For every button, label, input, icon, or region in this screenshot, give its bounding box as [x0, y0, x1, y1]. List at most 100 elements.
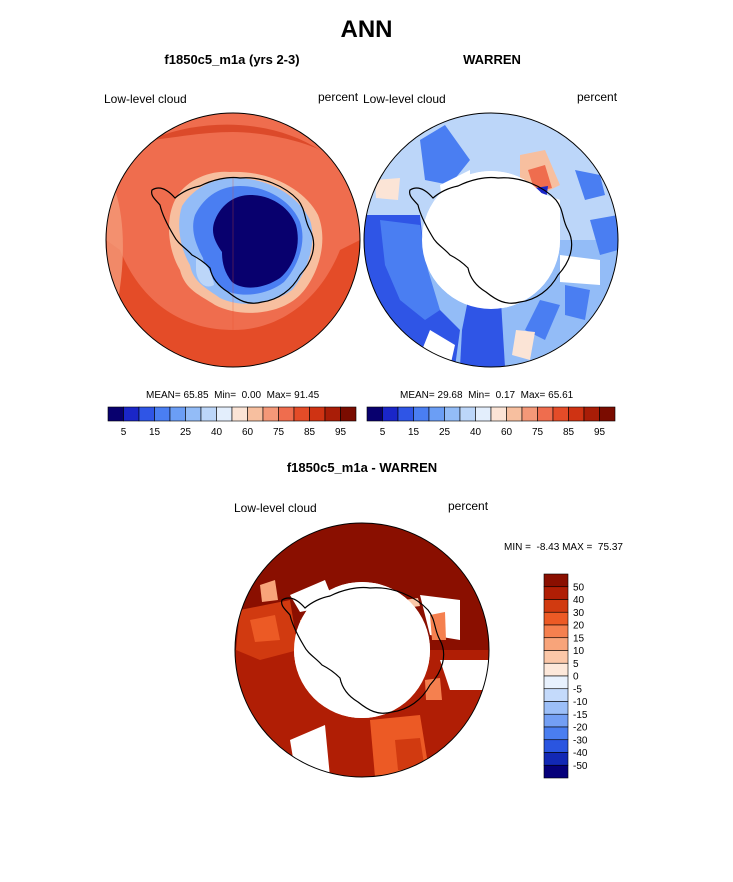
panel2-colorbar-tick-label: 25: [439, 427, 451, 438]
panel2-stats: MEAN= 29.68 Min= 0.17 Max= 65.61: [400, 390, 574, 401]
panel1-colorbar-tick-label: 60: [242, 427, 254, 438]
panel3-colorbar-box: [543, 637, 569, 651]
panel3-antarctica-coastline: [281, 586, 445, 714]
panel3-colorbar-tick-label: -15: [573, 710, 588, 721]
panel2-colorbar-box: [366, 406, 383, 422]
panel2-colorbar-box: [583, 406, 600, 422]
panel2-colorbar-tick-label: 40: [470, 427, 482, 438]
panel3-colorbar-tick-label: 20: [573, 621, 585, 632]
panel2-map-border: [363, 112, 619, 368]
panel2-colorbar-box: [568, 406, 585, 422]
panel2-colorbar-box: [444, 406, 461, 422]
panel1-colorbar-box: [185, 406, 202, 422]
panel3-colorbar-tick-label: 10: [573, 646, 585, 657]
panel2-colorbar-box: [382, 406, 399, 422]
panel2-colorbar-box: [475, 406, 492, 422]
panel2-colorbar-tick-label: 85: [563, 427, 575, 438]
panel1-colorbar-box: [107, 406, 124, 422]
panel3-map-border: [234, 522, 490, 778]
panel1-title: f1850c5_m1a (yrs 2-3): [164, 52, 300, 67]
panel2-map: [364, 113, 618, 367]
panel1-colorbar-box: [309, 406, 326, 422]
panel3-colorbar-tick-label: 5: [573, 659, 579, 670]
panel3-colorbar-tick-label: 50: [573, 582, 585, 593]
panel1-outer-band: [106, 240, 360, 367]
panel1-stats: MEAN= 65.85 Min= 0.00 Max= 91.45: [146, 390, 320, 401]
panel1-colorbar-box: [123, 406, 140, 422]
panel3-left-label: Low-level cloud: [234, 501, 317, 515]
panel3-colorbar-box: [543, 573, 569, 588]
panel3-colorbar-box: [543, 764, 569, 779]
panel3-colorbar-box: [543, 675, 569, 690]
panel2-colorbar-tick-label: 15: [408, 427, 420, 438]
panel2-colorbar-tick-label: 60: [501, 427, 513, 438]
panel3-stats: MIN = -8.43 MAX = 75.37: [504, 542, 623, 553]
panel3-colorbar-box: [543, 752, 569, 766]
panel1-colorbar-tick-label: 95: [335, 427, 347, 438]
panel1-colorbar-box: [138, 406, 155, 422]
panel2-title: WARREN: [463, 52, 521, 67]
panel1-colorbar-tick-label: 40: [211, 427, 223, 438]
panel1-colorbar-box: [278, 406, 295, 422]
panel2-colorbar-tick-label: 95: [594, 427, 606, 438]
panel3-colorbar-tick-label: 30: [573, 608, 585, 619]
panel3-colorbar-box: [543, 701, 569, 715]
panel1-colorbar-box: [200, 406, 217, 422]
panel1-map: [106, 113, 360, 367]
panel3-colorbar-tick-label: -5: [573, 684, 582, 695]
panel3-colorbar-box: [543, 624, 569, 639]
panel3-colorbar-tick-label: -10: [573, 697, 588, 708]
panel3-colorbar-box: [543, 586, 569, 600]
panel1-colorbar-tick-label: 5: [121, 427, 127, 438]
panel1-colorbar-box: [340, 406, 357, 422]
panel1-colorbar-box: [231, 406, 248, 422]
panel3-colorbar-box: [543, 688, 569, 702]
panel3-colorbar-tick-label: -40: [573, 748, 588, 759]
panel1-map-border: [105, 112, 361, 368]
panel1-left-label: Low-level cloud: [104, 92, 187, 106]
panel2-colorbar-box: [537, 406, 554, 422]
panel3-colorbar-tick-label: -30: [573, 735, 588, 746]
panel1-colorbar-box: [324, 406, 341, 422]
panel2-colorbar-box: [506, 406, 523, 422]
panel3-colorbar-tick-label: 0: [573, 672, 579, 683]
panel1-colorbar-tick-label: 75: [273, 427, 285, 438]
panel3-north-ring: [235, 523, 489, 650]
panel3-colorbar-tick-label: -20: [573, 723, 588, 734]
panel2-colorbar-box: [521, 406, 538, 422]
panel1-antarctic-low: [212, 195, 298, 288]
panel2-colorbar-tick-label: 75: [532, 427, 544, 438]
panel3-colorbar-tick-label: 15: [573, 633, 585, 644]
panel3-map: [235, 523, 489, 777]
panel2-right-label: percent: [577, 90, 618, 104]
panel3-colorbar-box: [543, 726, 569, 741]
panel2-colorbar-box: [552, 406, 569, 422]
panel1-colorbar-tick-label: 15: [149, 427, 161, 438]
panel2-colorbar-box: [428, 406, 445, 422]
panel1-colorbar-box: [154, 406, 171, 422]
panel3-colorbar-tick-label: 40: [573, 595, 585, 606]
panel3-colorbar-box: [543, 662, 569, 677]
panel2-colorbar-box: [397, 406, 414, 422]
panel1-right-label: percent: [318, 90, 359, 104]
panel1-colorbar-box: [293, 406, 310, 422]
panel2-colorbar: 5 15 25 40 60 75 85 95: [366, 406, 616, 438]
panel2-colorbar-box: [599, 406, 616, 422]
panel2-colorbar-tick-label: 5: [380, 427, 386, 438]
panel3-colorbar-box: [543, 713, 569, 728]
panel1-colorbar-tick-label: 25: [180, 427, 192, 438]
panel1-colorbar-box: [262, 406, 279, 422]
panel1-antarctica-coastline: [151, 176, 315, 304]
figure-title: ANN: [340, 16, 393, 43]
panel3-right-label: percent: [448, 499, 489, 513]
panel1-colorbar: 5 15 25 40 60 75 85 95: [107, 406, 357, 438]
panel3-colorbar-tick-label: -50: [573, 761, 588, 772]
panel1-colorbar-box: [169, 406, 186, 422]
panel2-colorbar-box: [490, 406, 507, 422]
panel3-colorbar-box: [543, 611, 569, 626]
panel3-colorbar-box: [543, 650, 569, 664]
panel3-colorbar-box: [543, 739, 569, 753]
panel1-colorbar-box: [247, 406, 264, 422]
